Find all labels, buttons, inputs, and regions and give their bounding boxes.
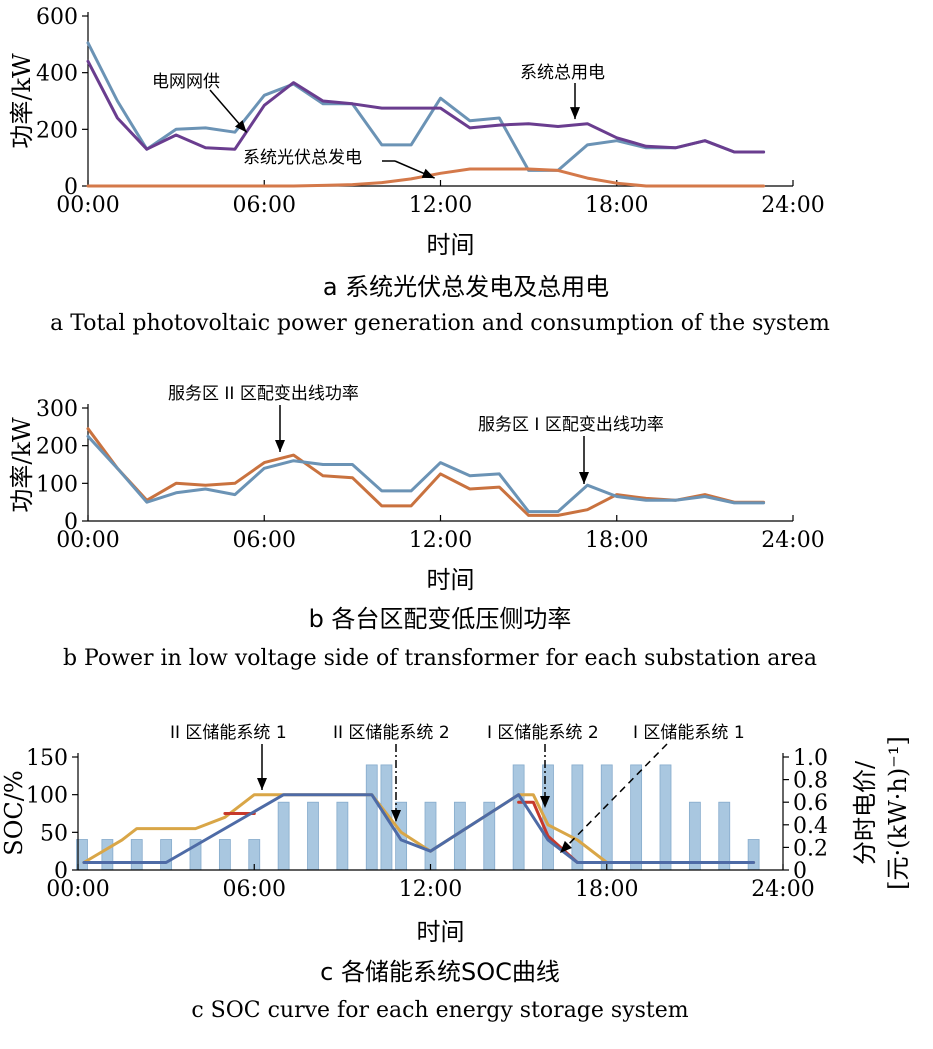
annotation-grid-supply-arrow-head xyxy=(234,120,247,133)
panel-a-caption-en: a Total photovoltaic power generation an… xyxy=(50,311,830,336)
panel-b-caption-zh: b 各台区配变低压侧功率 xyxy=(309,605,572,633)
panel-a-total-power: 00:00 06:00 12:00 18:00 24:00 0 200 400 600 时间 功率/… xyxy=(8,5,825,259)
panel-c-y2-tick-label: 0.4 xyxy=(793,814,828,839)
annotation-ess-area2-2-label: II 区储能系统 2 xyxy=(333,723,450,743)
price-bar xyxy=(307,801,319,871)
panel-c-x-axis-title: 时间 xyxy=(417,918,465,946)
area2-transformer-line xyxy=(86,427,766,517)
annotation-pv-label: 系统光伏总发电 xyxy=(243,148,362,168)
panel-b-x-tick-label: 18:00 xyxy=(585,528,648,553)
panel-c-y2-axis-title-1: 分时电价/ xyxy=(851,760,879,865)
panel-c-y2-tick-label: 0.2 xyxy=(793,836,828,861)
annotation-total-consumption-label: 系统总用电 xyxy=(520,63,605,83)
price-bar xyxy=(365,764,378,871)
total-consumption-line xyxy=(86,59,766,154)
panel-c-y-tick-label: 0 xyxy=(54,859,68,884)
annotation-ess-area1-1-arrow-shaft xyxy=(559,743,668,854)
panel-b-y-axis-title: 功率/kW xyxy=(8,417,36,513)
panel-a-x-tick-label: 12:00 xyxy=(409,193,472,218)
panel-b-y-tick-label: 300 xyxy=(36,397,78,422)
annotation-ess-area2-1-arrow-head xyxy=(257,778,267,790)
panel-c-y-axis-title: SOC/% xyxy=(0,770,28,855)
area1-transformer-line xyxy=(86,434,766,514)
panel-a-y-tick-label: 0 xyxy=(64,175,78,200)
price-bar xyxy=(688,801,701,871)
panel-c-soc-curves: 00:00 06:00 12:00 18:00 24:00050100150时间SOC/… xyxy=(0,723,912,946)
panel-b-y-tick-label: 0 xyxy=(64,510,78,535)
price-bar xyxy=(218,839,231,871)
annotation-area1-label: 服务区 I 区配变出线功率 xyxy=(478,415,664,435)
price-bar xyxy=(630,764,643,871)
price-bar xyxy=(336,801,349,871)
annotation-area1-arrow-head xyxy=(579,472,589,484)
price-bar xyxy=(600,764,613,871)
annotation-ess-area1-1-label: I 区储能系统 1 xyxy=(633,723,745,743)
panel-b-x-tick-label: 24:00 xyxy=(761,528,824,553)
panel-c-y2-tick-label: 1.0 xyxy=(793,746,828,771)
annotation-total-consumption-arrow-head xyxy=(570,107,580,120)
panel-a-caption-zh: a 系统光伏总发电及总用电 xyxy=(323,273,609,301)
panel-a-y-axis-title: 功率/kW xyxy=(8,53,36,149)
panel-b-y-tick-label: 100 xyxy=(36,472,78,497)
panel-b-x-tick-label: 12:00 xyxy=(409,528,472,553)
annotation-ess-area2-1-label: II 区储能系统 1 xyxy=(170,723,287,743)
annotation-ess-area1-2-label: I 区储能系统 2 xyxy=(487,723,599,743)
panel-b-x-tick-label: 00:00 xyxy=(56,528,119,553)
panel-c-y-tick-label: 50 xyxy=(40,821,68,846)
panel-a-x-axis-title: 时间 xyxy=(427,231,475,259)
panel-b-x-tick-label: 06:00 xyxy=(233,528,296,553)
panel-a-y-tick-label: 400 xyxy=(36,62,78,87)
panel-a-y-tick-label: 600 xyxy=(36,5,78,30)
panel-c-x-tick-label: 18:00 xyxy=(575,877,638,902)
price-bar xyxy=(424,801,437,871)
panel-c-y2-tick-label: 0 xyxy=(793,859,807,884)
annotation-area2-label: 服务区 II 区配变出线功率 xyxy=(168,384,359,404)
price-bar xyxy=(130,839,143,871)
panel-c-x-tick-label: 06:00 xyxy=(223,877,286,902)
price-bar xyxy=(101,839,114,871)
panel-b-x-axis-title: 时间 xyxy=(427,566,475,594)
panel-a-x-tick-label: 00:00 xyxy=(56,193,119,218)
ess-area2-1-line xyxy=(82,793,756,864)
panel-c-x-tick-label: 12:00 xyxy=(399,877,462,902)
annotation-area2-arrow-head xyxy=(275,440,285,452)
panel-a-x-tick-label: 18:00 xyxy=(585,193,648,218)
price-bar xyxy=(160,839,173,871)
panel-b-transformer-power: 00:00 06:00 12:00 18:00 24:00 0 100 200 300 时间 功率/… xyxy=(8,384,825,594)
annotation-pv-arrow-head xyxy=(421,168,435,179)
annotation-grid-supply-label: 电网网供 xyxy=(152,72,220,92)
panel-c-y2-tick-label: 0.8 xyxy=(793,769,828,794)
price-bar xyxy=(659,764,672,871)
panel-a-x-tick-label: 06:00 xyxy=(233,193,296,218)
panel-a-y-tick-label: 200 xyxy=(36,118,78,143)
price-bar xyxy=(512,764,525,871)
panel-c-caption-zh: c 各储能系统SOC曲线 xyxy=(320,958,560,986)
price-bar xyxy=(571,764,584,871)
panel-c-x-tick-label: 00:00 xyxy=(46,877,109,902)
panel-c-caption-en: c SOC curve for each energy storage syst… xyxy=(191,998,688,1023)
panel-c-y2-tick-label: 0.6 xyxy=(793,791,828,816)
panel-c-y-tick-label: 150 xyxy=(26,746,68,771)
price-bar xyxy=(747,839,760,871)
panel-c-x-tick-label: 24:00 xyxy=(751,877,814,902)
annotation-ess-area1-2-arrow-head xyxy=(540,796,550,808)
panel-a-x-tick-label: 24:00 xyxy=(761,193,824,218)
price-bar xyxy=(277,801,290,871)
panel-b-y-tick-label: 200 xyxy=(36,435,78,460)
annotation-ess-area1-1-arrow-head xyxy=(560,840,572,853)
annotation-ess-area2-2-arrow-head xyxy=(391,810,401,822)
panel-b-caption-en: b Power in low voltage side of transform… xyxy=(63,646,817,671)
panel-c-y2-axis-title-2: [元·(kW·h)⁻¹] xyxy=(884,736,912,890)
price-bar xyxy=(718,801,731,871)
panel-c-y-tick-label: 100 xyxy=(26,784,68,809)
